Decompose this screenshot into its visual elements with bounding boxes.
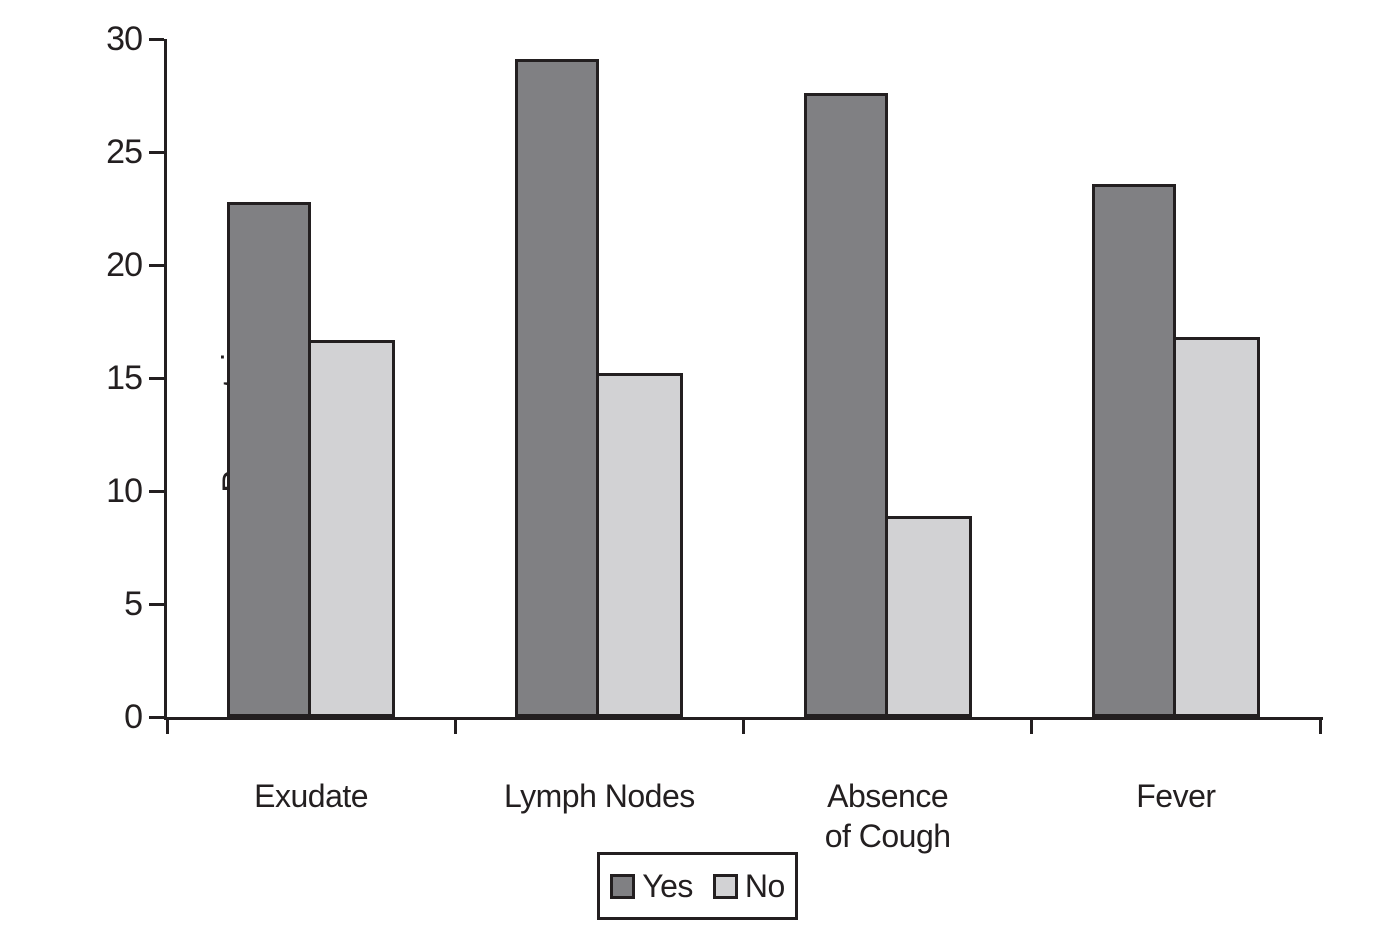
bar-exudate-yes	[227, 201, 312, 717]
category-label-fever: Fever	[1136, 778, 1216, 814]
bar-lymph-nodes-no	[596, 373, 684, 717]
bar-fever-no	[1172, 337, 1260, 717]
legend-swatch-yes	[610, 873, 636, 899]
y-tick-15	[149, 376, 164, 380]
category-label-exudate: Exudate	[254, 778, 369, 814]
y-tick-10	[149, 489, 164, 493]
y-tick-label-10: 10	[106, 472, 143, 510]
y-axis-line	[164, 39, 167, 720]
legend-swatch-no	[712, 873, 738, 899]
x-tick-1	[453, 720, 457, 734]
bar-exudate-no	[308, 339, 396, 717]
y-tick-label-15: 15	[106, 359, 143, 397]
bar-lymph-nodes-yes	[515, 59, 600, 717]
y-tick-label-30: 30	[106, 20, 143, 58]
y-tick-25	[149, 150, 164, 154]
x-axis-line	[164, 717, 1323, 720]
x-tick-0	[165, 720, 169, 734]
category-label-lymph-nodes: Lymph Nodes	[504, 778, 695, 814]
y-tick-20	[149, 263, 164, 267]
y-tick-label-20: 20	[106, 246, 143, 284]
legend-label-no: No	[744, 868, 785, 904]
bar-absence-of-cough-no	[884, 515, 972, 717]
y-tick-5	[149, 602, 164, 606]
legend-item-yes: Yes	[610, 870, 693, 902]
y-tick-0	[149, 715, 164, 719]
legend-label-yes: Yes	[642, 868, 693, 904]
legend: Yes No	[597, 852, 798, 920]
x-tick-4	[1318, 720, 1322, 734]
bar-absence-of-cough-yes	[803, 93, 888, 717]
x-tick-3	[1030, 720, 1034, 734]
bar-fever-yes	[1091, 183, 1176, 717]
y-tick-label-0: 0	[124, 698, 143, 736]
y-tick-label-25: 25	[106, 133, 143, 171]
y-tick-label-5: 5	[124, 585, 143, 623]
y-tick-30	[149, 37, 164, 41]
category-label-absence-of-cough: Absence of Cough	[824, 778, 951, 854]
x-tick-2	[742, 720, 745, 734]
legend-item-no: No	[712, 868, 785, 904]
